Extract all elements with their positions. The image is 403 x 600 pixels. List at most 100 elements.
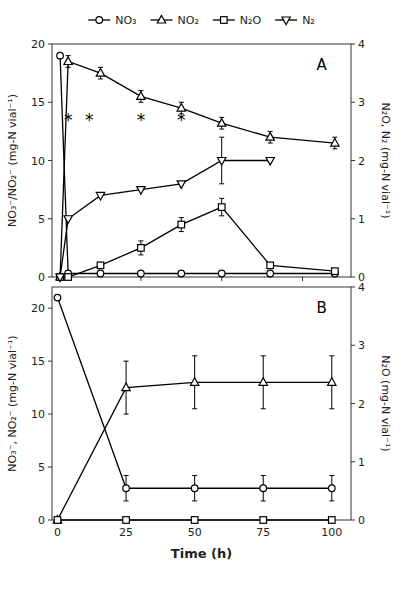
plot-frame	[52, 44, 351, 277]
legend-marker	[282, 17, 290, 25]
y2-tick-label: 4	[358, 38, 365, 51]
y-tick-label: 5	[38, 213, 45, 226]
data-point	[64, 57, 72, 65]
error-bar-cap	[219, 129, 224, 130]
series-line	[60, 207, 335, 277]
error-bar-cap	[219, 183, 224, 184]
data-point	[137, 187, 145, 195]
error-bar-cap	[329, 408, 334, 409]
chart-root: 0510152001234NO₃⁻/NO₂⁻ (mg-N vial⁻¹)N₂O,…	[0, 0, 403, 600]
y2-tick-label: 2	[358, 155, 365, 168]
error-bar-cap	[261, 500, 266, 501]
error-bar-cap	[219, 198, 224, 199]
x-tick	[302, 277, 303, 281]
plot-area	[53, 294, 336, 523]
panel-label: B	[317, 299, 327, 317]
data-point	[123, 485, 130, 492]
y-tick	[48, 308, 52, 309]
legend-label: N₂	[302, 14, 315, 27]
error-bar	[329, 476, 334, 501]
y2-tick	[351, 277, 355, 278]
y-tick	[48, 102, 52, 103]
y2-tick-label: 2	[358, 398, 365, 411]
error-bar-cap	[261, 355, 266, 356]
data-point	[96, 192, 104, 200]
error-bar-cap	[192, 500, 197, 501]
plot-frame	[52, 287, 351, 520]
x-tick-label: 100	[321, 526, 342, 539]
error-bar-cap	[66, 67, 71, 68]
y2-tick-label: 0	[358, 514, 365, 527]
y-tick-label: 10	[31, 408, 45, 421]
data-point	[267, 262, 274, 269]
x-tick-label: 50	[188, 526, 202, 539]
series-line	[57, 298, 331, 489]
y2-axis-label: N₂O, N₂ (mg-N vial⁻¹)	[379, 103, 392, 219]
error-bar-cap	[329, 355, 334, 356]
y2-tick-label: 1	[358, 456, 365, 469]
data-point	[123, 517, 130, 524]
error-bar-cap	[138, 254, 143, 255]
data-point	[259, 378, 267, 386]
data-point	[190, 378, 198, 386]
legend-marker	[221, 17, 228, 24]
y-tick-label: 5	[38, 461, 45, 474]
y2-tick-label: 3	[358, 96, 365, 109]
legend-item: NO₃	[88, 14, 136, 27]
y-tick	[48, 520, 52, 521]
error-bar-cap	[332, 148, 337, 149]
x-tick-label: 75	[256, 526, 270, 539]
y-tick-label: 10	[31, 155, 45, 168]
legend-marker	[96, 17, 103, 24]
error-bar-cap	[192, 355, 197, 356]
x-tick	[140, 277, 141, 281]
data-point	[218, 119, 226, 127]
series-line	[60, 61, 335, 277]
series-line	[60, 56, 335, 274]
data-point	[328, 517, 335, 524]
panel-label: A	[317, 56, 328, 74]
plot-area	[56, 52, 339, 281]
y2-axis-label: N₂O (mg-N vial⁻¹)	[379, 355, 392, 451]
legend-label: N₂O	[240, 14, 262, 27]
annotation: *	[64, 110, 73, 130]
error-bar-cap	[192, 475, 197, 476]
y2-tick	[351, 461, 355, 462]
data-point	[137, 92, 145, 100]
y2-tick	[351, 345, 355, 346]
error-bar-cap	[124, 475, 129, 476]
y-tick	[48, 277, 52, 278]
legend-item: NO₂	[151, 14, 199, 27]
y2-tick-label: 1	[358, 213, 365, 226]
error-bar-cap	[261, 475, 266, 476]
x-axis-label: Time (h)	[171, 546, 232, 561]
data-point	[266, 158, 274, 166]
error-bar-cap	[219, 137, 224, 138]
data-point	[328, 378, 336, 386]
x-tick	[221, 277, 222, 281]
error-bar-cap	[329, 475, 334, 476]
y-tick-label: 0	[38, 514, 45, 527]
data-point	[56, 274, 64, 282]
error-bar-cap	[124, 500, 129, 501]
data-point	[138, 245, 145, 252]
data-point	[65, 274, 72, 281]
data-point	[97, 262, 104, 269]
y-tick	[48, 44, 52, 45]
y2-tick	[351, 287, 355, 288]
y-tick	[48, 218, 52, 219]
data-point	[96, 69, 104, 77]
legend-item: N₂O	[213, 14, 262, 27]
data-point	[331, 138, 339, 146]
data-point	[332, 268, 339, 275]
error-bar-cap	[124, 361, 129, 362]
panel: 02550751000510152001234NO₃⁻, NO₂⁻ (mg-N …	[6, 281, 392, 561]
y-tick-label: 20	[31, 38, 45, 51]
data-point	[260, 485, 267, 492]
error-bar	[192, 476, 197, 501]
data-point	[57, 52, 64, 59]
panel: 0510152001234NO₃⁻/NO₂⁻ (mg-N vial⁻¹)N₂O,…	[6, 38, 392, 284]
data-point	[54, 294, 61, 301]
error-bar-cap	[179, 217, 184, 218]
data-point	[191, 485, 198, 492]
